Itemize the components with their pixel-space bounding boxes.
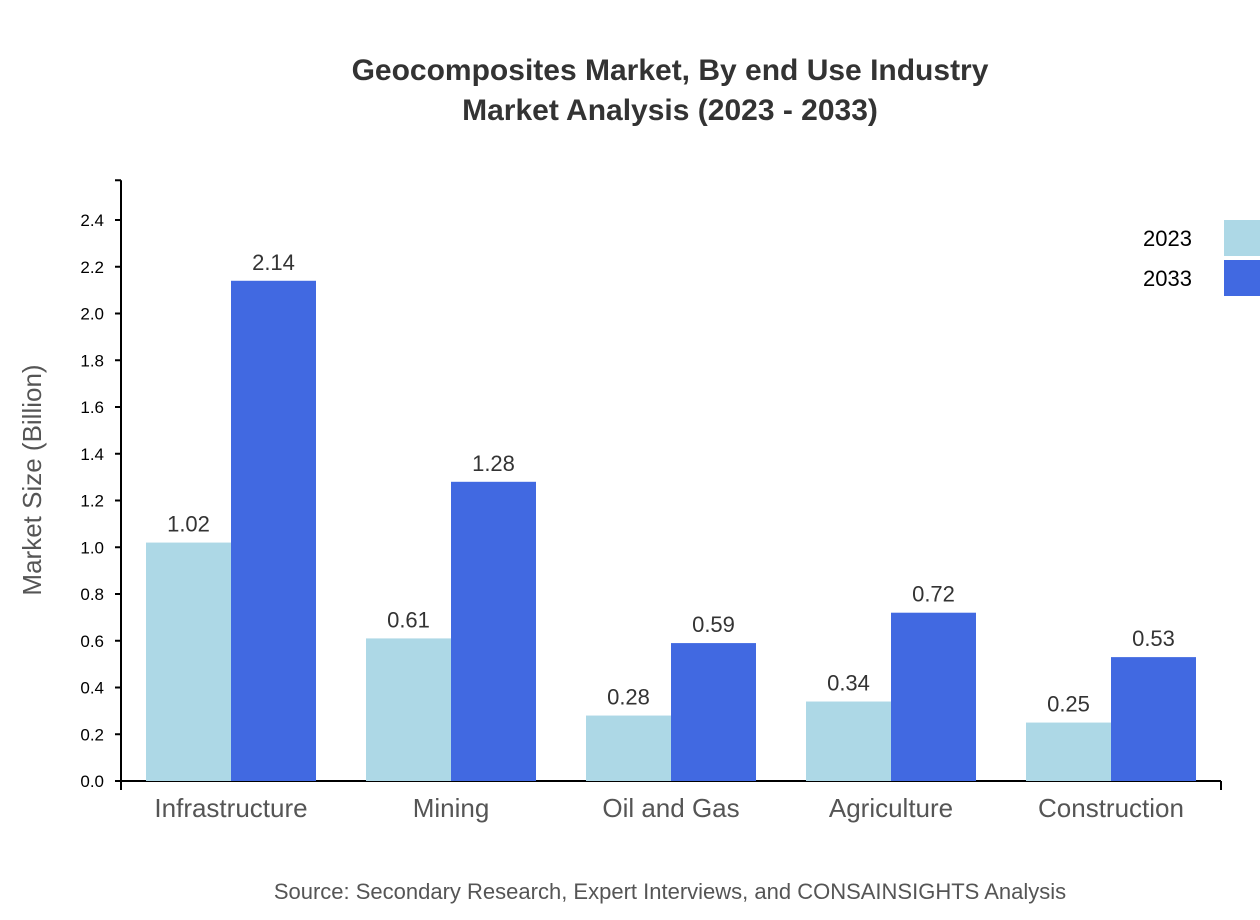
legend: 2023 2033 bbox=[1143, 220, 1260, 296]
y-tick-label: 0.2 bbox=[80, 725, 104, 744]
y-tick-label: 0.8 bbox=[80, 585, 104, 604]
y-tick-label: 1.4 bbox=[80, 445, 104, 464]
bars: 1.02 2.14 0.61 1.28 0.28 0.59 0.34 0.72 0.25 0.53 bbox=[146, 250, 1196, 781]
bar-2033 bbox=[671, 643, 756, 781]
chart-title: Geocomposites Market, By end Use Industr… bbox=[352, 54, 989, 87]
y-tick-label: 2.2 bbox=[80, 258, 104, 277]
legend-swatch bbox=[1224, 260, 1260, 296]
x-tick-label: Mining bbox=[413, 793, 490, 823]
y-tick-label: 2.0 bbox=[80, 305, 104, 324]
y-tick-label: 2.4 bbox=[80, 211, 104, 230]
data-label: 1.28 bbox=[472, 451, 515, 476]
legend-label: 2033 bbox=[1143, 266, 1192, 291]
data-label: 0.25 bbox=[1047, 692, 1090, 717]
data-label: 2.14 bbox=[252, 250, 295, 275]
y-tick-label: 1.0 bbox=[80, 538, 104, 557]
bar-2033 bbox=[231, 280, 316, 781]
data-label: 0.34 bbox=[827, 671, 870, 696]
data-label: 1.02 bbox=[167, 512, 210, 537]
y-tick-label: 0.6 bbox=[80, 632, 104, 651]
x-tick-label: Infrastructure bbox=[154, 793, 307, 823]
bar-2033 bbox=[1111, 657, 1196, 781]
bar-2023 bbox=[366, 638, 451, 781]
y-tick-label: 1.8 bbox=[80, 351, 104, 370]
data-label: 0.28 bbox=[607, 685, 650, 710]
bar-2023 bbox=[1026, 722, 1111, 781]
source-note: Source: Secondary Research, Expert Inter… bbox=[274, 879, 1066, 904]
data-label: 0.59 bbox=[692, 612, 735, 637]
axes: 0.0 0.2 0.4 0.6 0.8 1.0 1.2 1.4 1.6 1.8 2.0 2.2 2.4 I… bbox=[80, 179, 1222, 823]
y-tick-label: 1.6 bbox=[80, 398, 104, 417]
bar-2023 bbox=[146, 542, 231, 781]
data-label: 0.61 bbox=[387, 607, 430, 632]
bar-2023 bbox=[586, 715, 671, 781]
bar-2033 bbox=[451, 481, 536, 781]
y-axis-label: Market Size (Billion) bbox=[17, 364, 47, 595]
bar-2023 bbox=[806, 701, 891, 781]
data-label: 0.72 bbox=[912, 582, 955, 607]
y-tick-label: 0.4 bbox=[80, 679, 104, 698]
x-tick-label: Construction bbox=[1038, 793, 1184, 823]
x-tick-label: Oil and Gas bbox=[602, 793, 739, 823]
y-tick-label: 1.2 bbox=[80, 492, 104, 511]
legend-label: 2023 bbox=[1143, 226, 1192, 251]
y-tick-label: 0.0 bbox=[80, 772, 104, 791]
x-tick-label: Agriculture bbox=[829, 793, 953, 823]
data-label: 0.53 bbox=[1132, 626, 1175, 651]
bar-2033 bbox=[891, 612, 976, 781]
legend-swatch bbox=[1224, 220, 1260, 256]
chart-subtitle: Market Analysis (2023 - 2033) bbox=[462, 94, 878, 127]
